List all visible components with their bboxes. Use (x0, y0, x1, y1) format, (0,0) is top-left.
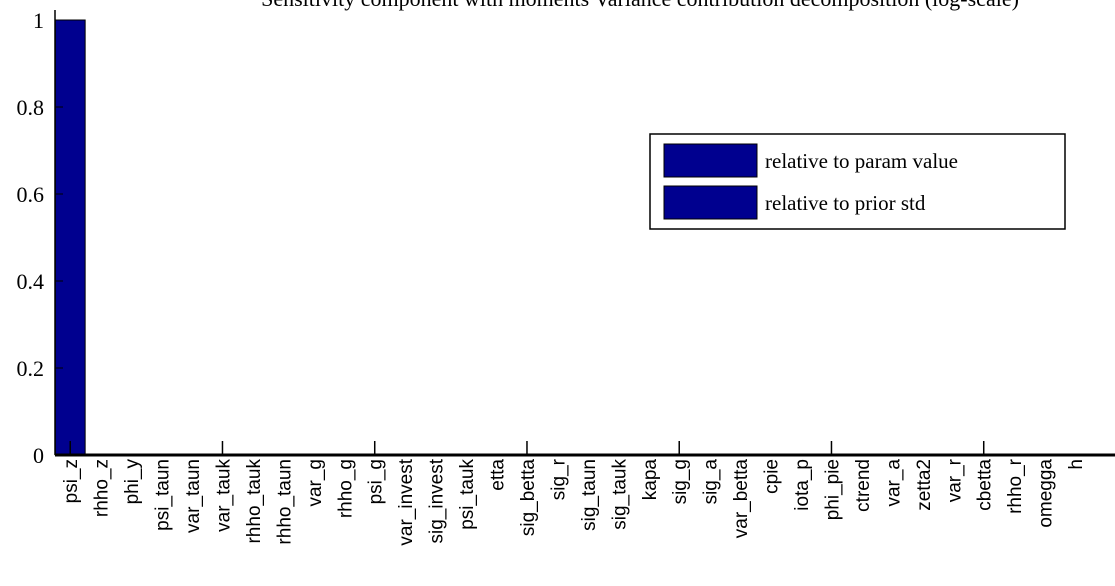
x-tick-label-psi_z: psi_z (61, 459, 82, 503)
legend-label-param: relative to param value (765, 149, 958, 173)
x-tick-label-psi_tauk: psi_tauk (457, 459, 478, 530)
x-tick-label-var_r: var_r (944, 458, 965, 502)
x-tick-label-sig_taun: sig_taun (579, 459, 600, 531)
x-tick-label-h: h (1066, 459, 1087, 470)
x-tick-label-psi_g: psi_g (366, 459, 387, 504)
y-tick-label: 0.4 (17, 269, 45, 294)
y-tick-label: 0.8 (17, 95, 45, 120)
x-tick-label-var_tauk: var_tauk (213, 459, 234, 532)
x-tick-label-sig_betta: sig_betta (518, 459, 539, 537)
x-tick-label-var_g: var_g (305, 459, 326, 507)
x-tick-label-sig_invest: sig_invest (427, 458, 448, 543)
bar-psi_z (54, 19, 86, 456)
axes (54, 10, 1115, 457)
x-tick-label-rhho_r: rhho_r (1005, 458, 1026, 514)
x-tick-label-rhho_tauk: rhho_tauk (244, 459, 265, 544)
x-tick-label-sig_a: sig_a (701, 459, 722, 505)
legend: relative to param value relative to prio… (649, 133, 1066, 230)
x-tick-label-phi_pie: phi_pie (822, 459, 843, 520)
x-tick-label-cbetta: cbetta (975, 459, 996, 511)
x-tick-label-rhho_z: rhho_z (92, 459, 113, 517)
x-tick-label-omegga: omegga (1036, 459, 1057, 528)
x-tick-label-rhho_taun: rhho_taun (274, 459, 295, 545)
y-tick-label: 0.6 (17, 182, 45, 207)
x-tick-label-sig_r: sig_r (548, 458, 569, 500)
x-tick-label-phi_y: phi_y (122, 459, 143, 505)
x-tick-label-var_taun: var_taun (183, 459, 204, 533)
y-tick-label: 0 (33, 443, 44, 468)
x-tick-label-sig_g: sig_g (670, 459, 691, 504)
legend-swatch-param (663, 143, 758, 178)
x-tick-label-rhho_g: rhho_g (335, 459, 356, 518)
x-tick-label-ctrend: ctrend (853, 459, 874, 512)
x-ticks: psi_z rhho_z phi_y psi_taun var_taun var_tauk… (61, 441, 1087, 546)
x-tick-label-etta: etta (488, 459, 509, 491)
legend-label-prior: relative to prior std (765, 191, 926, 215)
x-tick-label-psi_taun: psi_taun (153, 459, 174, 531)
y-tick-label: 0.2 (17, 356, 45, 381)
legend-swatch-prior (663, 185, 758, 220)
bar-group (54, 19, 86, 456)
x-tick-label-var_a: var_a (883, 459, 904, 507)
x-tick-label-var_invest: var_invest (396, 458, 417, 545)
x-tick-label-cpie: cpie (762, 459, 783, 494)
y-tick-label: 1 (33, 8, 44, 33)
x-tick-label-zetta2: zetta2 (914, 459, 935, 511)
x-tick-label-var_betta: var_betta (731, 459, 752, 539)
x-tick-label-iota_p: iota_p (792, 459, 813, 511)
x-tick-label-sig_tauk: sig_tauk (609, 459, 630, 530)
x-tick-label-kapa: kapa (640, 459, 661, 501)
chart-title: Sensitivity component with moments Varia… (261, 0, 1019, 11)
y-ticks: 0 0.2 0.4 0.6 0.8 1 (17, 8, 63, 468)
